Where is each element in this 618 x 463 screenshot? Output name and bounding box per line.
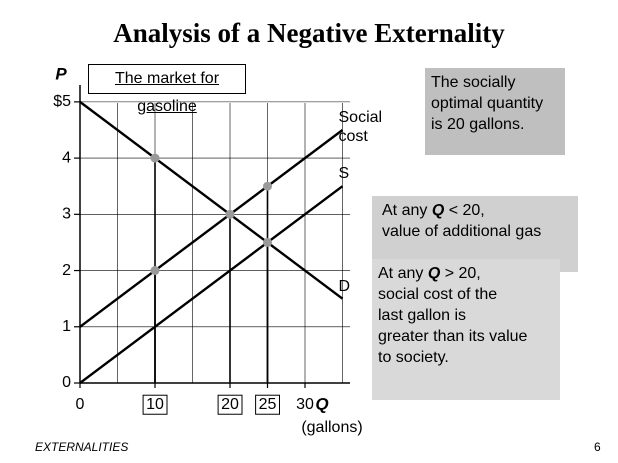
annotation-line: value of additional gas: [382, 223, 542, 240]
curve-label: S: [338, 165, 350, 183]
y-tick-label: 3: [62, 206, 71, 223]
x-tick-label: 20: [221, 396, 239, 413]
footer: EXTERNALITIES: [35, 440, 129, 454]
point: [263, 181, 272, 191]
x-axis-label: Q: [315, 394, 328, 413]
curve: [79, 129, 344, 328]
y-tick-label: $5: [53, 93, 71, 110]
y-axis-label: P: [55, 64, 67, 83]
annotation-line: social cost of the: [378, 286, 498, 303]
annotation-line: optimal quantity: [431, 95, 544, 112]
text-run: > 20,: [440, 265, 481, 282]
annotation-line: to society.: [378, 349, 449, 366]
y-tick-label: 1: [62, 318, 71, 335]
annotation-line: last gallon is: [378, 307, 467, 324]
annotation-line: greater than its value: [378, 328, 528, 345]
x-tick-box: [142, 394, 168, 415]
text-run: At any: [378, 265, 428, 282]
emphasis: Q: [427, 265, 441, 282]
curve-label: D: [338, 277, 351, 295]
text-run: < 20,: [444, 202, 485, 219]
x-tick-box: [217, 394, 243, 415]
x-tick-label: 30: [296, 396, 314, 413]
chart-subtitle: The market for gasoline: [88, 64, 246, 115]
x-tick-label: 25: [259, 396, 277, 413]
annotation-box: The socially optimal quantity is 20 gallon…: [425, 68, 565, 155]
x-tick-label: 0: [76, 396, 85, 413]
curve-label: Social cost: [338, 108, 383, 145]
annotation-line: At any Q < 20,: [382, 200, 572, 221]
annotation-line: At any Q > 20,: [378, 263, 554, 284]
y-tick-label: 2: [62, 262, 71, 279]
x-tick-label: 10: [146, 396, 164, 413]
point: [225, 209, 235, 219]
point: [150, 266, 160, 276]
annotation-box: At any Q > 20, social cost of the last gal…: [372, 259, 560, 400]
point: [150, 153, 160, 163]
curve: [79, 100, 344, 300]
curve: [79, 185, 344, 384]
y-tick-label: 4: [62, 149, 71, 166]
slide-title: Analysis of a Negative Externality: [113, 18, 505, 48]
y-tick-label: 0: [62, 374, 71, 391]
text-run: At any: [382, 202, 432, 219]
x-tick-box: [255, 394, 280, 415]
annotation-line: The socially: [431, 74, 516, 91]
emphasis: Q: [431, 202, 445, 219]
x-axis-unit: (gallons): [301, 419, 362, 436]
annotation-line: is 20 gallons.: [431, 116, 525, 133]
point: [263, 237, 272, 247]
page-number: 6: [594, 440, 601, 454]
